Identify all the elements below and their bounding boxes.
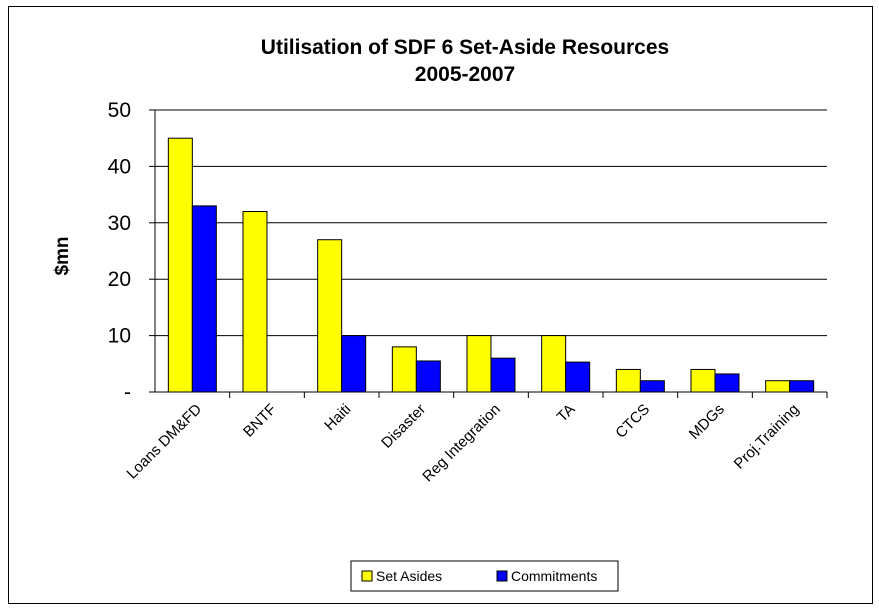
x-tick-label: CTCS (612, 401, 653, 442)
chart-subtitle: 2005-2007 (415, 63, 515, 86)
x-tick-label: TA (554, 401, 579, 426)
bar-commitments (415, 360, 441, 393)
y-tick-label: 50 (108, 99, 131, 122)
x-tick-label: BNTF (240, 401, 280, 441)
chart-title: Utilisation of SDF 6 Set-Aside Resources (261, 36, 669, 59)
x-tick-label: Disaster (378, 401, 429, 452)
bar-set-asides (541, 335, 567, 393)
bar-commitments (191, 205, 217, 393)
x-tick-label: Reg Integration (419, 401, 504, 486)
x-tick-label: MDGs (686, 401, 728, 443)
legend-swatch (361, 570, 373, 582)
y-tick-label: - (124, 381, 131, 404)
y-axis-label: $mn (52, 236, 73, 275)
bar-commitments (789, 380, 815, 393)
bar-set-asides (317, 239, 343, 393)
y-tick-label: 30 (108, 212, 131, 235)
bar-set-asides (466, 335, 492, 393)
bar-set-asides (391, 346, 417, 393)
bar-commitments (341, 335, 367, 393)
y-tick-label: 20 (108, 268, 131, 291)
bar-set-asides (765, 380, 791, 393)
bar-set-asides (242, 211, 268, 393)
chart-frame (8, 6, 873, 604)
bar-commitments (639, 380, 665, 393)
bar-set-asides (167, 137, 193, 393)
bar-set-asides (615, 368, 641, 393)
bar-commitments (565, 361, 591, 393)
bar-commitments (490, 357, 516, 393)
x-tick-label: Haiti (321, 401, 354, 434)
x-tick-label: Loans DM&FD (124, 401, 206, 483)
bar-commitments (714, 373, 740, 393)
y-tick-label: 40 (108, 155, 131, 178)
legend-label: Set Asides (376, 568, 442, 584)
y-tick-label: 10 (108, 325, 131, 348)
legend-box (350, 560, 619, 592)
legend-swatch (496, 570, 508, 582)
legend-label: Commitments (511, 568, 597, 584)
bar-set-asides (690, 368, 716, 393)
x-tick-label: Proj.Training (731, 401, 803, 473)
